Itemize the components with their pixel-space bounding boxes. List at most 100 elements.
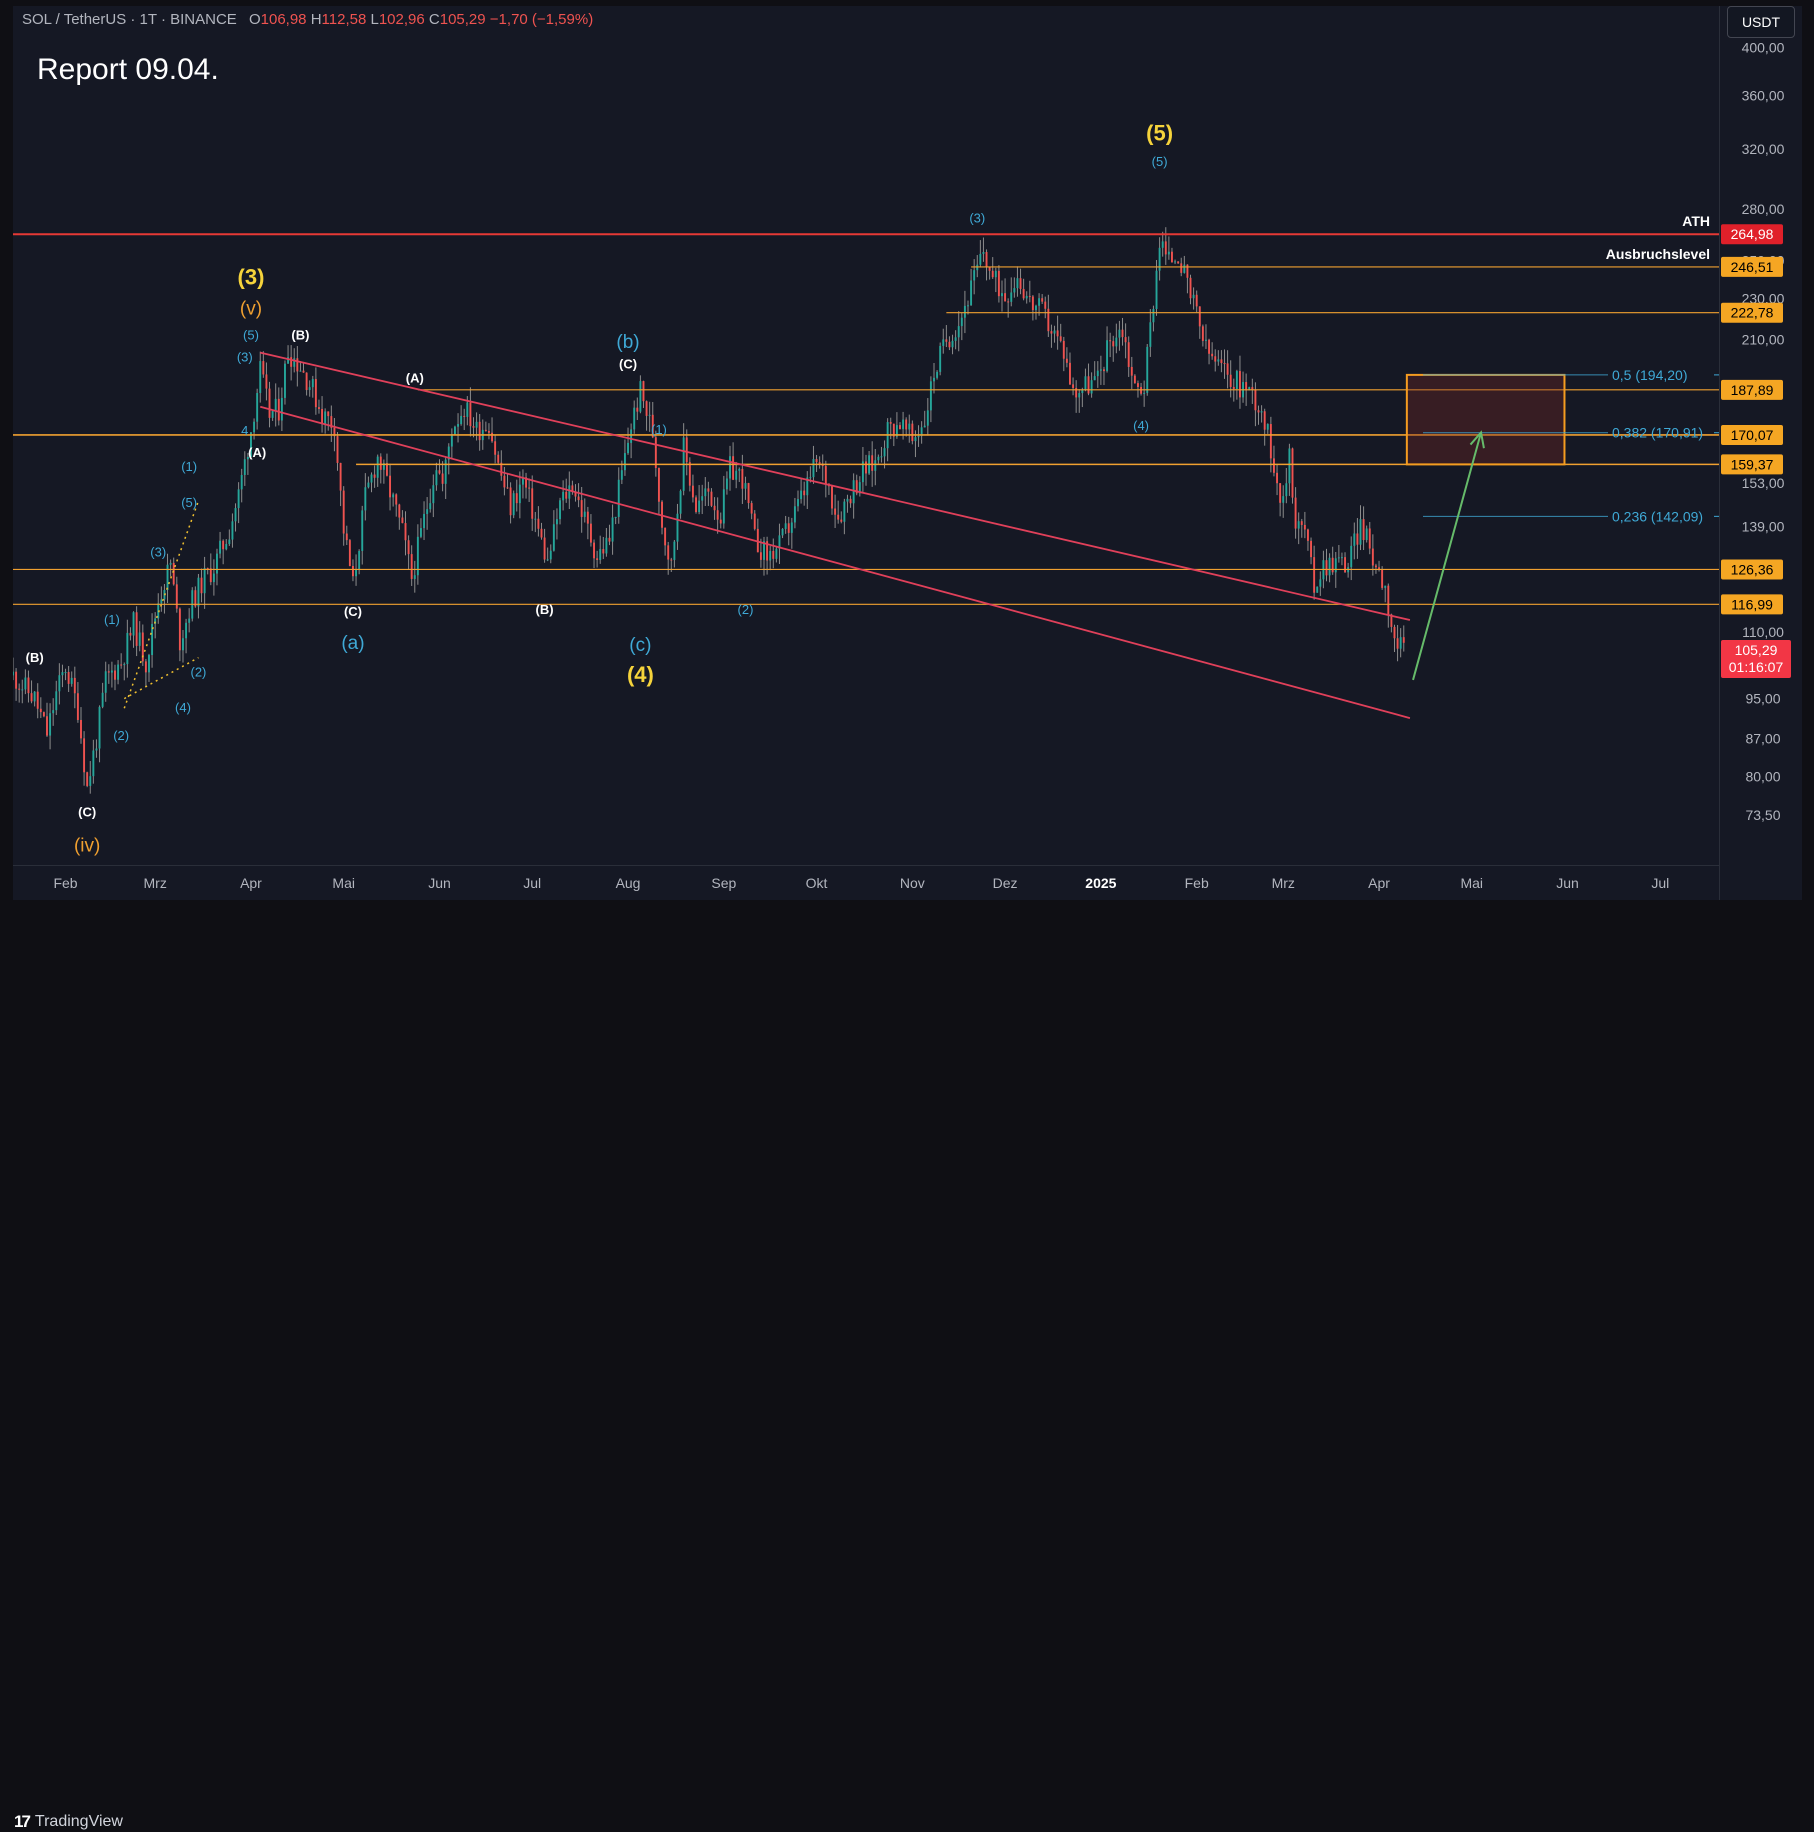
candle-body (766, 541, 769, 561)
candle-body (596, 558, 599, 560)
time-tick-label: Jun (1556, 875, 1579, 891)
wave-label: (C) (344, 604, 362, 619)
wave-label: (b) (616, 332, 639, 353)
candle-body (185, 622, 188, 639)
candle-body (1368, 528, 1371, 549)
candle-body (1319, 579, 1322, 587)
candle-body (203, 568, 206, 594)
wave-label: (5) (243, 327, 259, 342)
candle-body (49, 713, 52, 736)
candle-body (457, 424, 460, 427)
candle-body (667, 545, 670, 560)
candle-body (1282, 496, 1285, 503)
candle-body (1381, 569, 1384, 588)
candle-body (290, 357, 293, 367)
candle-body (1115, 337, 1118, 347)
candle-body (707, 488, 710, 492)
last-price-label: 105,29 (1735, 642, 1778, 658)
level-badge (1721, 594, 1783, 615)
tradingview-logo[interactable]: 17 TradingView (14, 1812, 123, 1832)
wave-label: (3) (237, 350, 253, 365)
candle-body (772, 550, 775, 559)
candle-body (24, 677, 27, 690)
candle-body (614, 516, 617, 518)
wave-label: (A) (248, 445, 266, 460)
candle-body (1084, 376, 1087, 390)
wave-label: (1) (181, 459, 197, 474)
time-tick-label: Apr (240, 875, 262, 891)
candle-body (404, 523, 407, 541)
candle-body (104, 671, 107, 693)
candle-body (722, 489, 725, 524)
candle-body (1072, 384, 1075, 388)
candle-body (515, 493, 518, 504)
candle-body (117, 664, 120, 680)
candle-body (324, 411, 327, 425)
wave-label: (1) (104, 612, 120, 627)
candle-body (188, 618, 191, 623)
candle-body (855, 480, 858, 494)
candle-body (997, 270, 1000, 297)
candle-body (98, 706, 101, 749)
candle-body (92, 750, 95, 777)
candle-body (293, 358, 296, 367)
candle-body (373, 474, 376, 478)
candle-body (1180, 263, 1183, 273)
candle-body (1220, 359, 1223, 364)
candle-body (917, 436, 920, 438)
candle-body (1226, 363, 1229, 375)
trendline (260, 351, 1411, 621)
candle-body (710, 491, 713, 506)
wave-label: (3) (150, 545, 166, 560)
candle-body (160, 599, 163, 604)
candle-body (1365, 528, 1368, 541)
candle-body (1331, 557, 1334, 573)
candle-body (1016, 278, 1019, 289)
candle-body (605, 537, 608, 554)
candle-body (719, 519, 722, 524)
candle-body (732, 456, 735, 480)
candle-body (389, 475, 392, 498)
footer: 17 TradingView (0, 900, 1814, 1831)
candle-body (1186, 264, 1189, 278)
candle-body (284, 363, 286, 398)
candle-body (370, 474, 373, 483)
candle-body (250, 432, 252, 457)
candle-body (623, 453, 626, 471)
price-tick-label: 87,00 (1745, 730, 1780, 746)
candle-body (1124, 337, 1127, 343)
time-axis-panel[interactable] (13, 865, 1719, 900)
candle-body (154, 618, 157, 624)
time-tick-label: Aug (616, 875, 641, 891)
candle-body (1167, 251, 1170, 255)
candle-body (503, 475, 506, 488)
candle-body (1192, 294, 1195, 299)
candle-body (769, 550, 772, 561)
candle-body (126, 632, 129, 665)
time-tick-label: Mrz (144, 875, 167, 891)
target-box (1405, 373, 1566, 466)
candle-body (741, 468, 744, 489)
currency-button[interactable]: USDT (1727, 6, 1795, 38)
candle-body (1229, 374, 1232, 387)
candle-body (1399, 637, 1402, 649)
level-badge (1721, 302, 1783, 323)
wave-label: (3) (238, 265, 265, 290)
candle-body (688, 462, 691, 486)
candle-body (713, 505, 716, 511)
candle-body (1081, 389, 1084, 394)
candle-body (1362, 519, 1365, 541)
price-tick-label: 110,00 (1742, 624, 1784, 640)
candle-body (818, 462, 821, 464)
candle-body (296, 358, 299, 372)
candle-body (110, 670, 113, 673)
candle-body (555, 519, 558, 525)
candle-body (33, 691, 36, 702)
candle-body (670, 559, 673, 561)
candle-body (1050, 331, 1053, 334)
candle-body (237, 489, 240, 509)
candle-body (1127, 342, 1130, 367)
candle-body (302, 370, 305, 373)
chart-window: ATH Ausbruchslevel 0,5 (194,20) 0,382 (170,… (0, 6, 1814, 1831)
candle-body (487, 430, 490, 433)
